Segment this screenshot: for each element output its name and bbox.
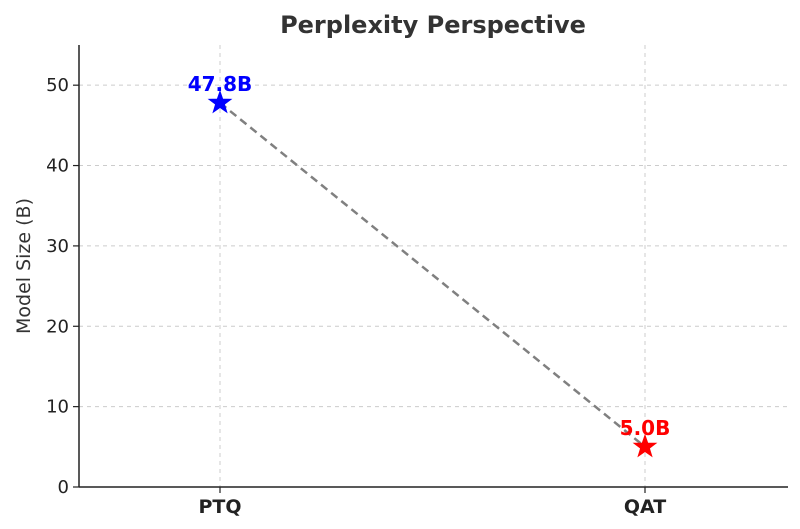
series: 47.8B 5.0B [188,72,671,458]
y-tick-label: 30 [46,236,69,257]
data-point-star [207,89,233,114]
y-tick-label: 10 [46,397,69,418]
x-tick-label: PTQ [198,496,241,518]
series-line [219,101,646,448]
y-axis-label: Model Size (B) [13,198,35,334]
y-tick-label: 40 [46,156,69,177]
data-label: 47.8B [188,72,253,96]
data-point-star [632,433,658,458]
y-tick-label: 0 [58,477,69,498]
grid [79,45,788,487]
x-tick-label: QAT [624,496,666,518]
x-ticks: PTQ QAT [198,487,666,518]
y-tick-label: 50 [46,75,69,96]
y-tick-label: 20 [46,316,69,337]
chart-title: Perplexity Perspective [280,11,586,39]
y-ticks: 0 10 20 30 40 50 [46,75,79,498]
data-label: 5.0B [620,416,671,440]
